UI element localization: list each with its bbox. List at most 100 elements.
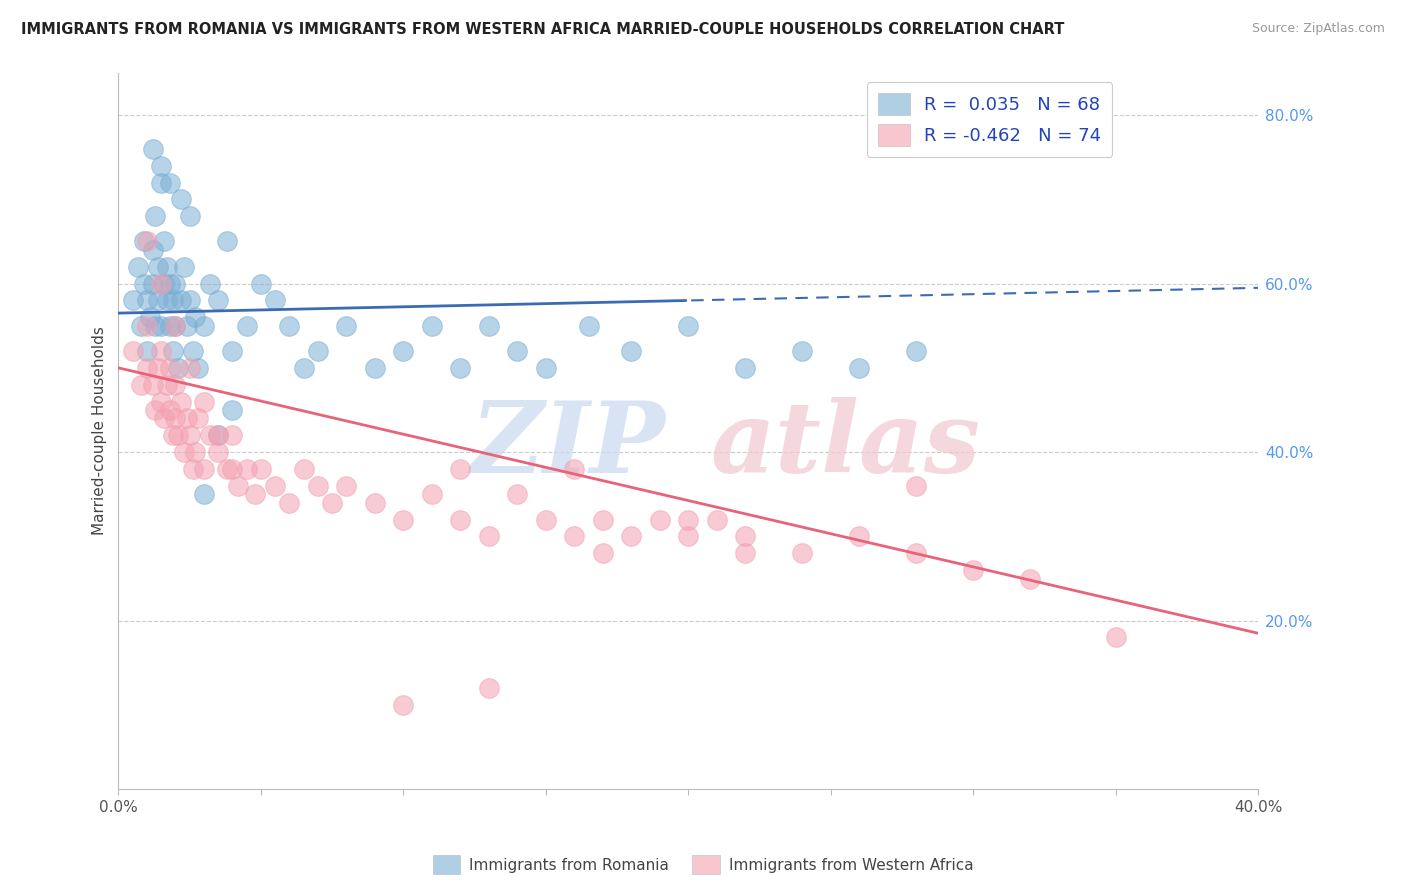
Point xyxy=(142,142,165,156)
Point xyxy=(176,411,198,425)
Point xyxy=(592,512,614,526)
Point xyxy=(156,260,179,274)
Point xyxy=(184,310,207,325)
Point xyxy=(335,318,357,333)
Point xyxy=(193,487,215,501)
Point xyxy=(179,428,201,442)
Point xyxy=(292,462,315,476)
Point xyxy=(307,479,329,493)
Point xyxy=(449,462,471,476)
Point xyxy=(145,209,167,223)
Point xyxy=(159,277,181,291)
Point xyxy=(198,428,221,442)
Point xyxy=(159,176,181,190)
Point xyxy=(150,394,173,409)
Point xyxy=(962,563,984,577)
Point xyxy=(129,377,152,392)
Point xyxy=(145,318,167,333)
Point xyxy=(221,462,243,476)
Point xyxy=(193,462,215,476)
Point xyxy=(198,277,221,291)
Point xyxy=(162,344,184,359)
Point xyxy=(159,360,181,375)
Text: Source: ZipAtlas.com: Source: ZipAtlas.com xyxy=(1251,22,1385,36)
Point xyxy=(148,260,170,274)
Point xyxy=(153,411,176,425)
Point xyxy=(235,462,257,476)
Point xyxy=(136,318,159,333)
Point xyxy=(207,428,229,442)
Point xyxy=(121,344,143,359)
Point xyxy=(215,235,238,249)
Point xyxy=(250,462,273,476)
Point xyxy=(364,496,387,510)
Point xyxy=(478,681,501,695)
Point xyxy=(264,293,287,308)
Point xyxy=(592,546,614,560)
Point xyxy=(170,192,193,206)
Point xyxy=(278,318,301,333)
Point xyxy=(136,293,159,308)
Point xyxy=(193,318,215,333)
Point xyxy=(176,318,198,333)
Point xyxy=(181,462,204,476)
Y-axis label: Married-couple Households: Married-couple Households xyxy=(93,326,107,535)
Point xyxy=(1019,572,1042,586)
Point xyxy=(221,428,243,442)
Point xyxy=(392,512,415,526)
Point xyxy=(207,293,229,308)
Point xyxy=(170,293,193,308)
Point xyxy=(734,360,756,375)
Point xyxy=(179,360,201,375)
Legend: R =  0.035   N = 68, R = -0.462   N = 74: R = 0.035 N = 68, R = -0.462 N = 74 xyxy=(866,82,1112,157)
Point xyxy=(278,496,301,510)
Point xyxy=(264,479,287,493)
Point xyxy=(142,377,165,392)
Point xyxy=(173,260,195,274)
Point xyxy=(150,176,173,190)
Legend: Immigrants from Romania, Immigrants from Western Africa: Immigrants from Romania, Immigrants from… xyxy=(426,849,980,880)
Point xyxy=(150,318,173,333)
Point xyxy=(905,479,928,493)
Point xyxy=(148,293,170,308)
Point xyxy=(121,293,143,308)
Point xyxy=(148,360,170,375)
Point xyxy=(235,318,257,333)
Point xyxy=(792,546,814,560)
Point xyxy=(706,512,728,526)
Point xyxy=(145,403,167,417)
Point xyxy=(848,529,870,543)
Point xyxy=(132,235,155,249)
Point xyxy=(564,529,586,543)
Point xyxy=(150,277,173,291)
Point xyxy=(162,428,184,442)
Point xyxy=(620,344,643,359)
Point xyxy=(187,360,209,375)
Point xyxy=(173,445,195,459)
Point xyxy=(478,529,501,543)
Point xyxy=(187,411,209,425)
Text: IMMIGRANTS FROM ROMANIA VS IMMIGRANTS FROM WESTERN AFRICA MARRIED-COUPLE HOUSEHO: IMMIGRANTS FROM ROMANIA VS IMMIGRANTS FR… xyxy=(21,22,1064,37)
Point xyxy=(150,159,173,173)
Point xyxy=(142,277,165,291)
Point xyxy=(167,428,190,442)
Point xyxy=(245,487,267,501)
Point xyxy=(905,344,928,359)
Point xyxy=(153,235,176,249)
Point xyxy=(179,293,201,308)
Point xyxy=(127,260,149,274)
Point xyxy=(734,546,756,560)
Point xyxy=(792,344,814,359)
Point xyxy=(250,277,273,291)
Point xyxy=(506,344,529,359)
Point xyxy=(534,360,557,375)
Point xyxy=(139,310,162,325)
Text: ZIP: ZIP xyxy=(471,397,665,493)
Point xyxy=(392,344,415,359)
Point xyxy=(648,512,671,526)
Point xyxy=(335,479,357,493)
Point xyxy=(364,360,387,375)
Point xyxy=(165,318,187,333)
Point xyxy=(207,428,229,442)
Point xyxy=(506,487,529,501)
